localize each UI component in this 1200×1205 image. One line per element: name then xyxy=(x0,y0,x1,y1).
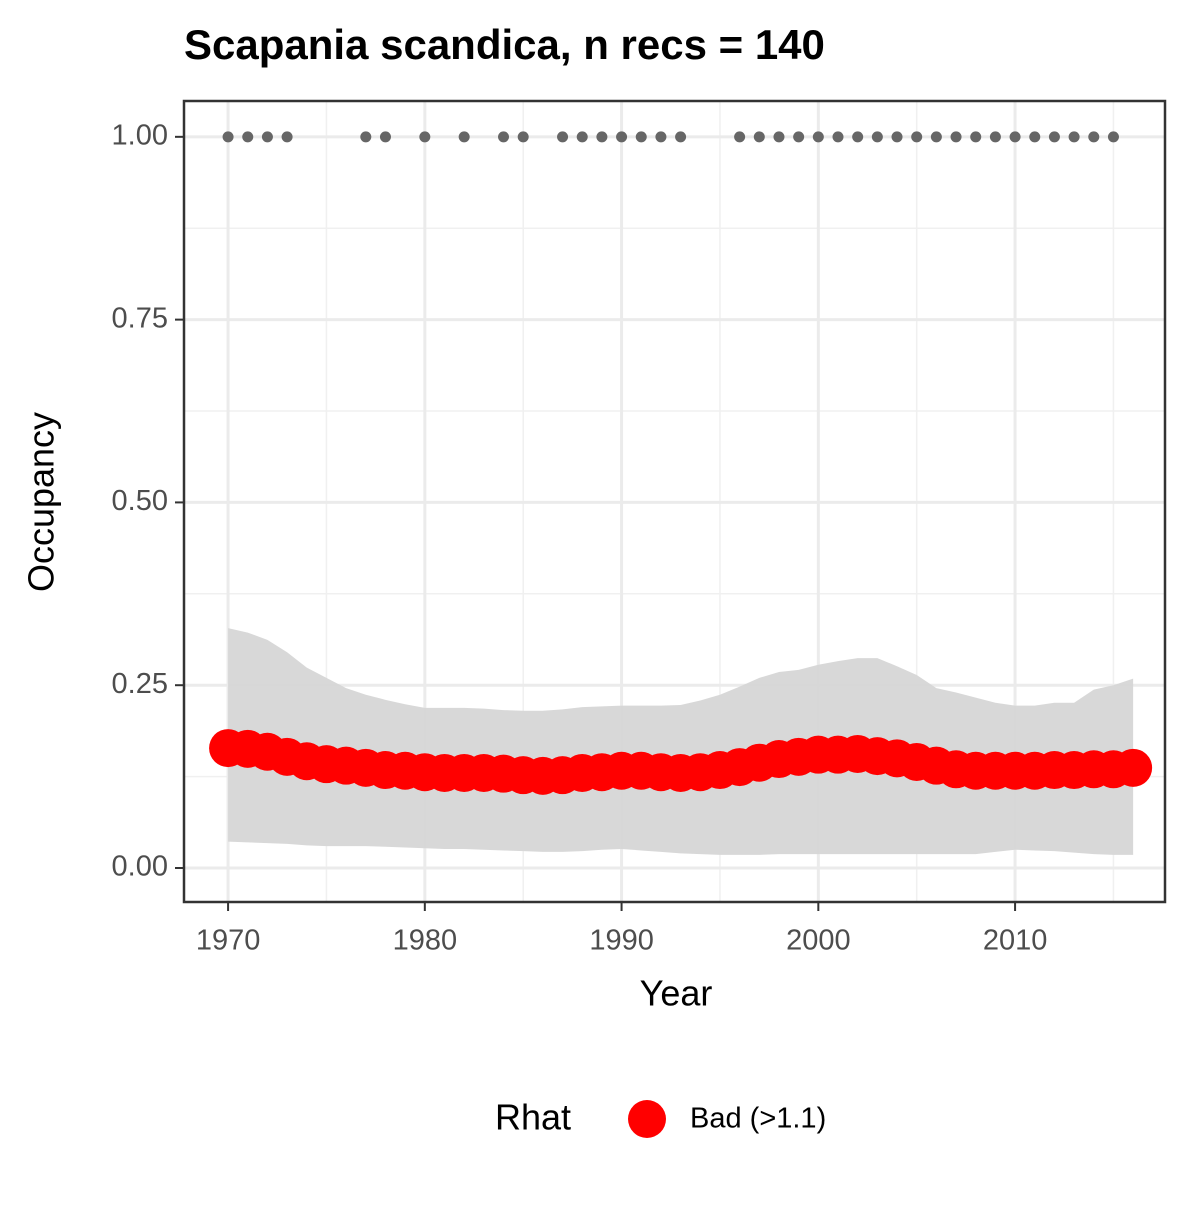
record-point xyxy=(852,131,864,143)
record-point xyxy=(1068,131,1080,143)
record-point xyxy=(753,131,765,143)
record-point xyxy=(517,131,529,143)
record-point xyxy=(596,131,608,143)
record-point xyxy=(871,131,883,143)
legend-label: Bad (>1.1) xyxy=(690,1103,826,1135)
x-tick-label: 1980 xyxy=(393,925,458,957)
x-tick-label: 1970 xyxy=(196,925,261,957)
record-point xyxy=(1088,131,1100,143)
record-point xyxy=(773,131,785,143)
x-axis-title: Year xyxy=(640,973,713,1014)
record-point xyxy=(911,131,923,143)
record-point xyxy=(635,131,647,143)
y-axis-title: Occupancy xyxy=(21,412,62,592)
y-tick-label: 0.25 xyxy=(112,668,168,700)
record-point xyxy=(360,131,372,143)
record-point xyxy=(616,131,628,143)
record-point xyxy=(812,131,824,143)
record-point xyxy=(655,131,667,143)
chart-title: Scapania scandica, n recs = 140 xyxy=(184,21,825,68)
record-point xyxy=(675,131,687,143)
record-point xyxy=(1009,131,1021,143)
record-point xyxy=(989,131,1001,143)
x-tick-label: 2000 xyxy=(786,925,851,957)
record-point xyxy=(261,131,273,143)
record-point xyxy=(281,131,293,143)
record-point xyxy=(970,131,982,143)
record-point xyxy=(1029,131,1041,143)
legend-title: Rhat xyxy=(495,1097,571,1138)
x-tick-label: 2010 xyxy=(983,925,1048,957)
x-tick-label: 1990 xyxy=(589,925,654,957)
record-point xyxy=(222,131,234,143)
record-point xyxy=(734,131,746,143)
record-point xyxy=(242,131,254,143)
record-point xyxy=(557,131,569,143)
record-point xyxy=(458,131,470,143)
record-point xyxy=(1048,131,1060,143)
record-point xyxy=(1107,131,1119,143)
record-point xyxy=(832,131,844,143)
record-point xyxy=(379,131,391,143)
y-tick-label: 0.75 xyxy=(112,302,168,334)
panel-border xyxy=(182,99,1167,904)
record-point xyxy=(793,131,805,143)
y-tick-label: 0.00 xyxy=(112,851,168,883)
record-point xyxy=(419,131,431,143)
y-tick-label: 1.00 xyxy=(112,119,168,151)
record-point xyxy=(930,131,942,143)
legend-swatch xyxy=(628,1100,666,1138)
record-point xyxy=(576,131,588,143)
confidence-band xyxy=(228,628,1134,855)
record-point xyxy=(950,131,962,143)
record-point xyxy=(891,131,903,143)
record-point xyxy=(498,131,510,143)
y-tick-label: 0.50 xyxy=(112,485,168,517)
occupancy-point xyxy=(1114,748,1153,787)
